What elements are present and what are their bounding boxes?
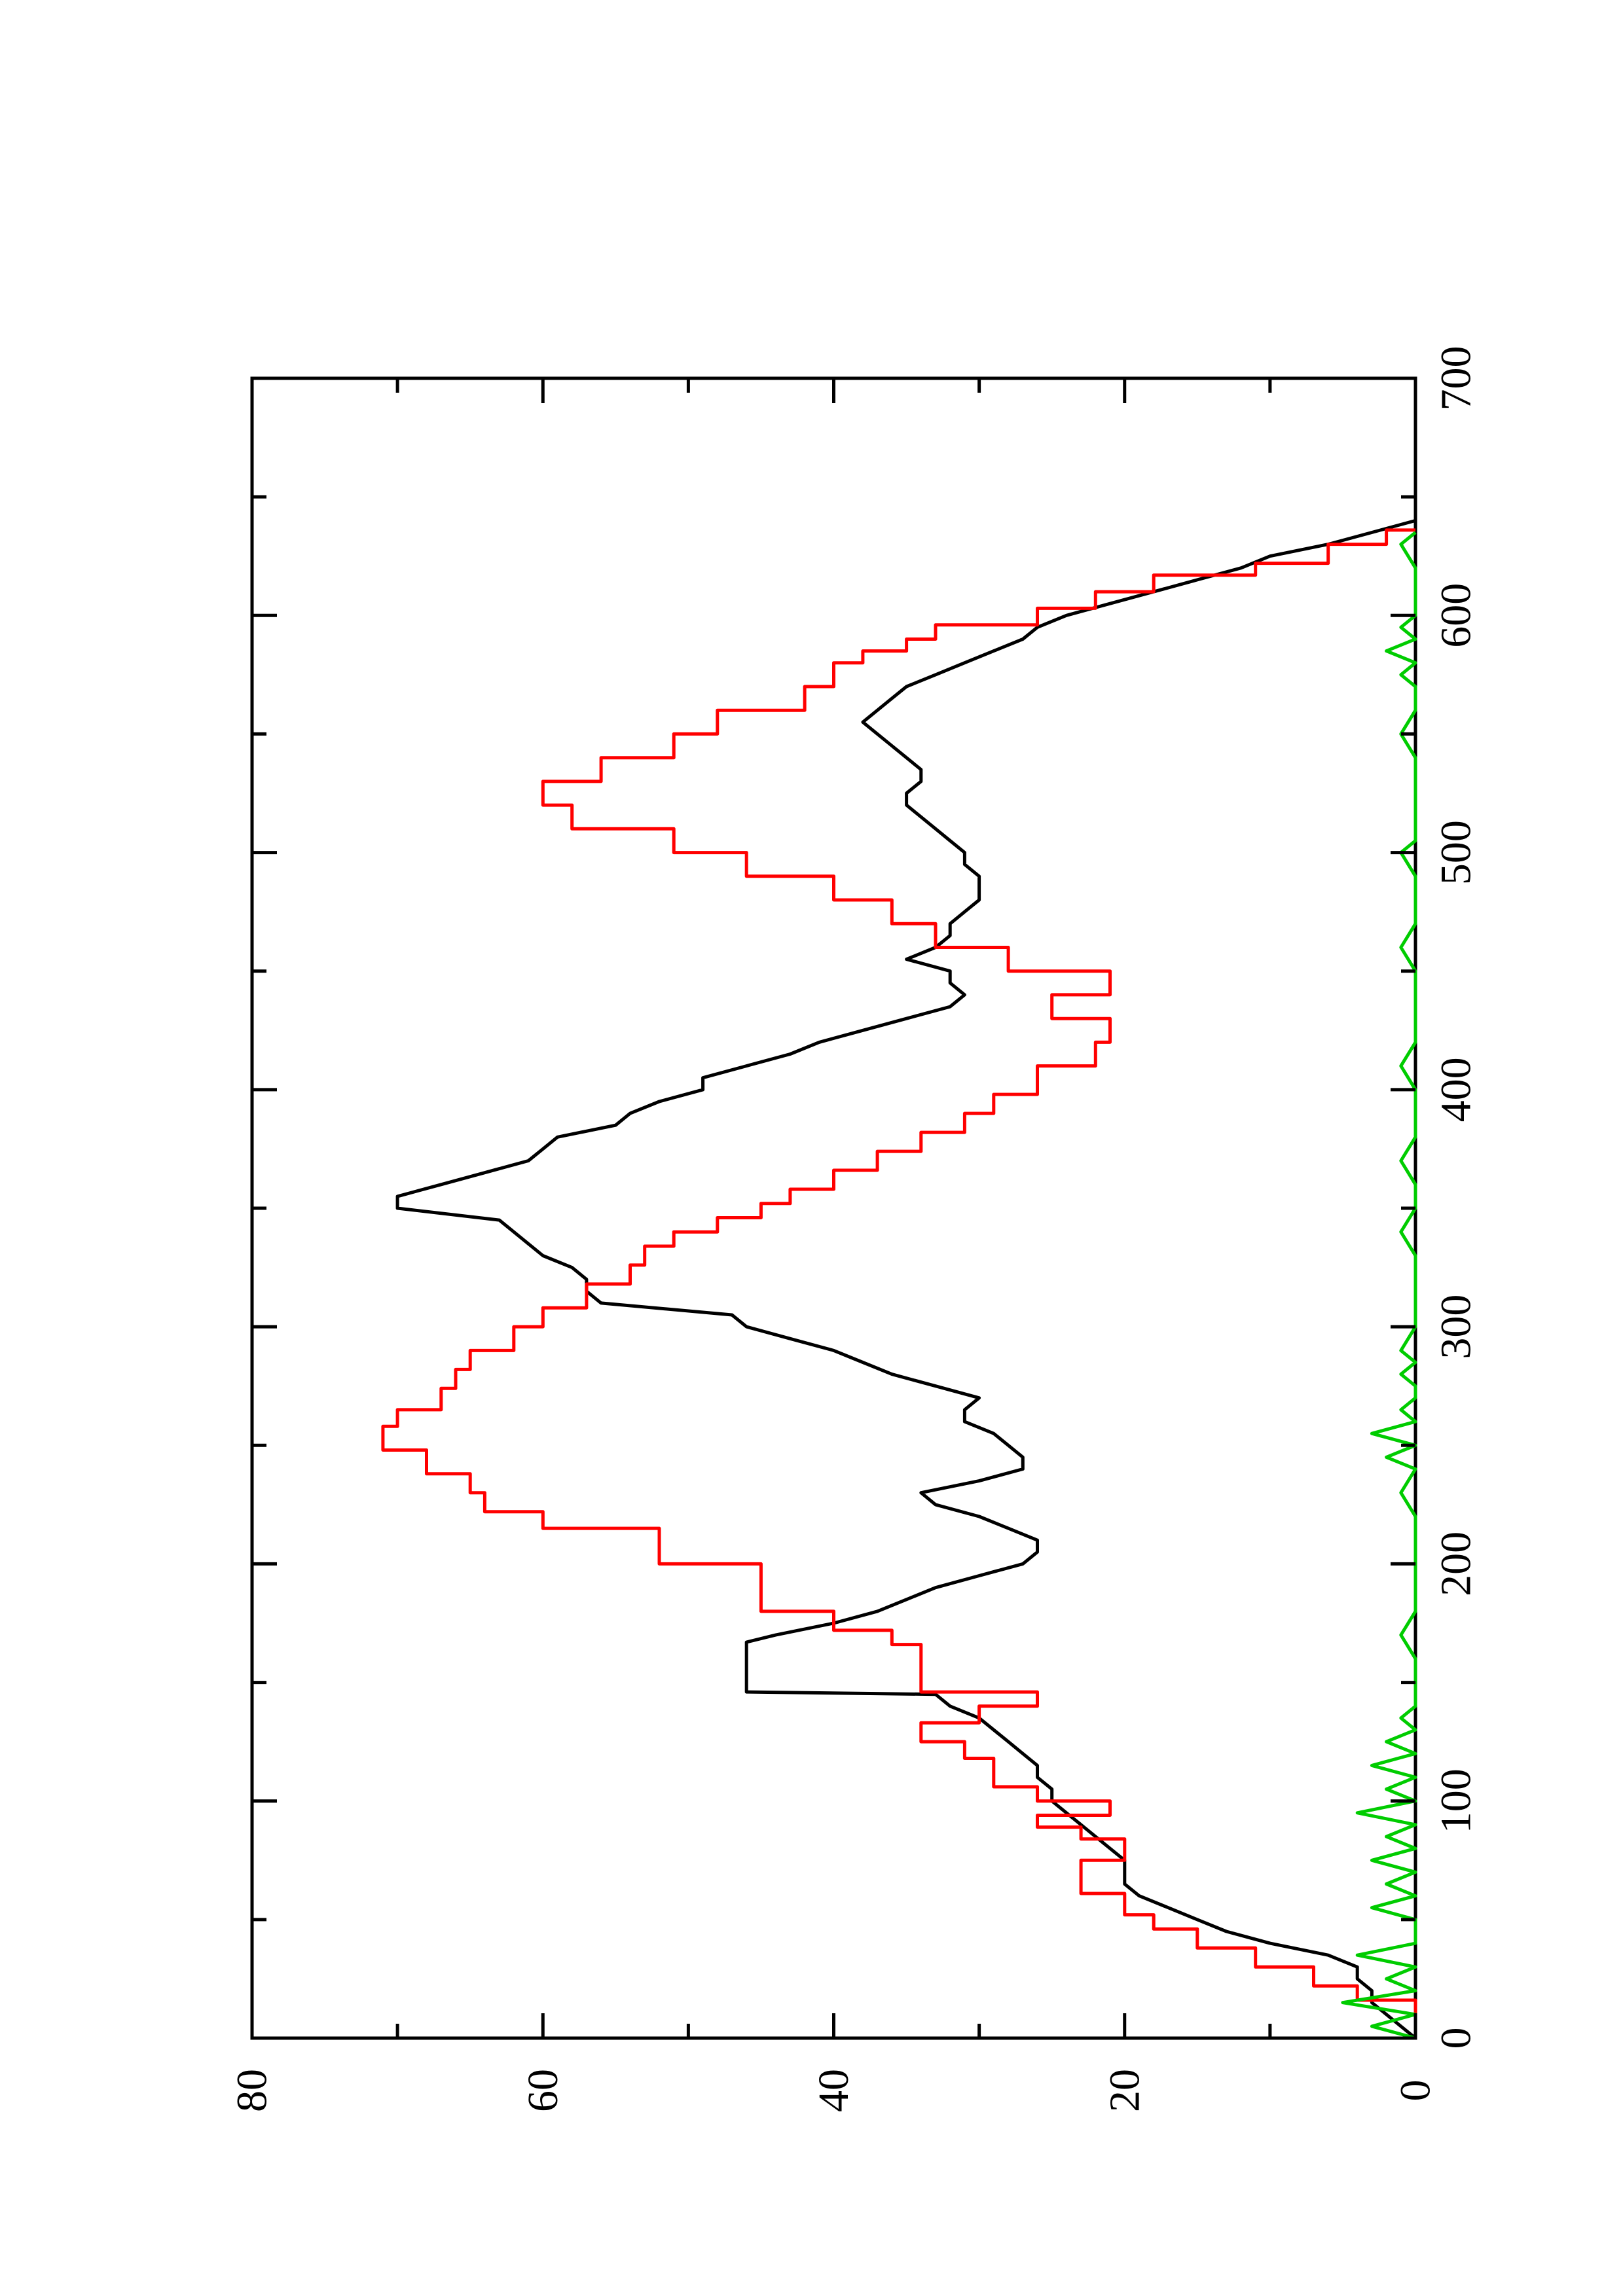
y-tick-label: 0	[1392, 2080, 1440, 2102]
x-tick-label: 200	[1432, 1532, 1480, 1596]
y-tick-label: 80	[228, 2069, 276, 2112]
x-tick-label: 700	[1432, 346, 1480, 411]
y-tick-label: 20	[1101, 2069, 1148, 2112]
y-tick-label: 40	[810, 2069, 858, 2112]
x-tick-label: 300	[1432, 1295, 1480, 1359]
series-layer	[381, 518, 1417, 2040]
tick-layer	[250, 376, 1417, 2040]
x-tick-label: 0	[1432, 2028, 1480, 2049]
x-tick-label: 500	[1432, 820, 1480, 885]
x-tick-label: 400	[1432, 1057, 1480, 1122]
y-tick-label: 60	[519, 2069, 567, 2112]
series-line-3	[1341, 531, 1417, 2040]
x-tick-label: 600	[1432, 583, 1480, 648]
x-tick-label: 100	[1432, 1768, 1480, 1833]
label-layer: 0 100 200 300 400 500 600 700 0 20 40 60 80	[228, 346, 1480, 2113]
series-line-2	[381, 528, 1417, 2038]
series-line-1	[395, 518, 1417, 2039]
